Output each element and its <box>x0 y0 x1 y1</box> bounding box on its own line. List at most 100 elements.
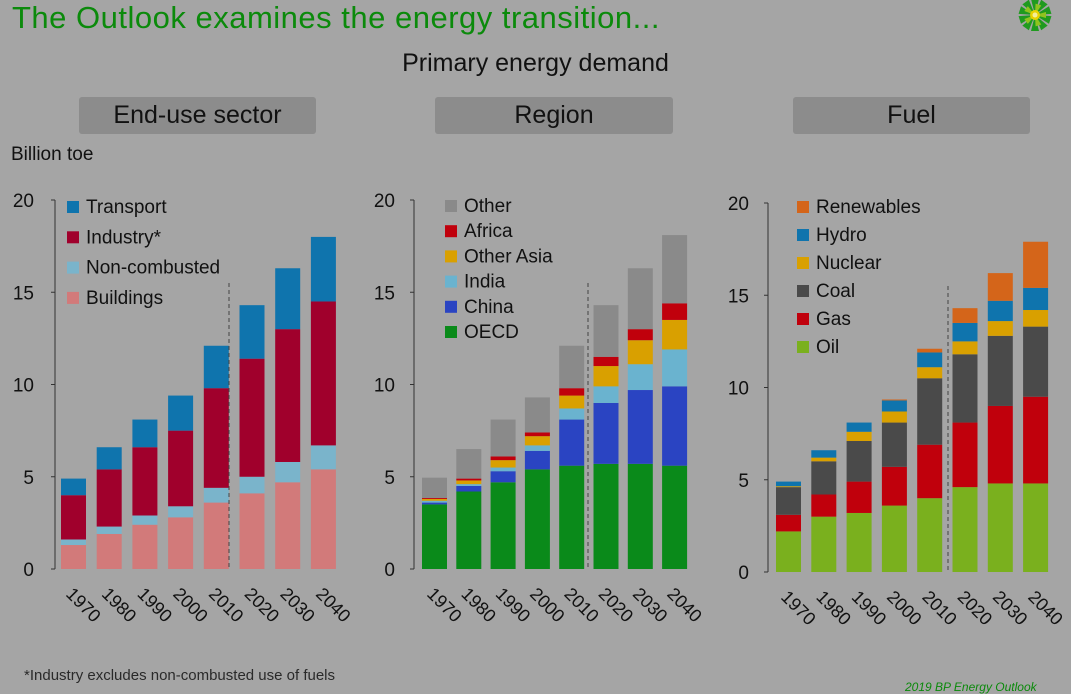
x-tick-label: 2000 <box>526 584 568 626</box>
bar-segment-other-asia-2000 <box>524 436 550 446</box>
y-tick-label: 10 <box>728 379 749 400</box>
x-tick-label: 1990 <box>492 584 534 626</box>
y-tick-label: 5 <box>23 468 34 489</box>
bar-segment-transport-2040 <box>310 236 336 302</box>
bar-segment-renewables-2040 <box>1023 241 1049 288</box>
bar-segment-other-2030 <box>627 268 653 330</box>
legend-swatch-africa <box>445 225 457 238</box>
bar-segment-hydro-1980 <box>811 450 837 458</box>
legend-label-industry: Industry* <box>86 227 162 248</box>
legend-swatch-nuclear <box>797 257 809 269</box>
legend-label-other-asia: Other Asia <box>464 246 553 267</box>
bar-segment-gas-2010 <box>917 444 943 499</box>
bar-segment-other-1990 <box>490 419 516 457</box>
legend-label-non-combusted: Non-combusted <box>86 258 220 279</box>
bar-segment-gas-2030 <box>987 405 1013 484</box>
y-tick-label: 0 <box>738 563 749 584</box>
bar-segment-oil-1990 <box>846 512 872 572</box>
bar-segment-buildings-2030 <box>275 482 301 569</box>
x-tick-label: 1970 <box>62 584 104 626</box>
y-tick-label: 10 <box>374 376 395 397</box>
legend-label-other: Other <box>464 196 512 217</box>
chart-group-subtitle: Primary energy demand <box>402 49 669 77</box>
y-tick-label: 15 <box>374 283 395 304</box>
bar-segment-gas-2040 <box>1023 396 1049 484</box>
legend-label-nuclear: Nuclear <box>816 253 882 274</box>
x-tick-label: 2030 <box>276 584 318 626</box>
bar-segment-transport-2000 <box>168 395 194 431</box>
bar-segment-africa-2000 <box>524 432 550 437</box>
chart-region: 0 5 10 15 20 19701980199020002010202020302040… <box>374 191 706 626</box>
legend-swatch-transport <box>67 201 79 213</box>
x-tick-label: 2040 <box>663 584 705 626</box>
bar-segment-china-1970 <box>422 502 447 505</box>
legend-label-gas: Gas <box>816 309 851 330</box>
bar-segment-africa-2020 <box>593 356 619 367</box>
bar-segment-industry-2030 <box>275 329 301 462</box>
bar-segment-coal-1980 <box>811 461 837 495</box>
legend-label-oil: Oil <box>816 337 839 358</box>
bar-segment-china-2010 <box>559 419 585 466</box>
bar-segment-oecd-1990 <box>490 482 516 569</box>
y-tick-label: 15 <box>728 286 749 307</box>
legend-swatch-hydro <box>797 229 809 241</box>
bar-segment-gas-1970 <box>776 514 801 532</box>
y-tick-label: 0 <box>23 560 34 581</box>
bar-segment-buildings-2040 <box>310 469 336 569</box>
legend-swatch-non-combusted <box>67 261 79 274</box>
bar-segment-nuclear-2020 <box>952 341 978 355</box>
y-tick-label: 10 <box>13 376 34 397</box>
bar-segment-buildings-1980 <box>96 533 122 569</box>
bar-segment-buildings-2010 <box>203 502 229 569</box>
bar-segment-coal-2010 <box>917 378 943 445</box>
bar-segment-other-2040 <box>662 235 688 304</box>
legend-swatch-china <box>445 300 457 313</box>
bar-segment-gas-1990 <box>846 481 872 513</box>
x-tick-label: 1980 <box>457 584 499 626</box>
bar-segment-industry-2010 <box>203 388 229 488</box>
bar-segment-africa-2040 <box>662 303 688 320</box>
bar-segment-industry-2040 <box>310 301 336 446</box>
bar-segment-india-1990 <box>490 467 516 472</box>
x-tick-label: 1980 <box>98 584 140 626</box>
panel-header-end-use-sector: End-use sector <box>79 97 316 134</box>
legend-swatch-other <box>445 200 457 212</box>
legend-label-hydro: Hydro <box>816 225 867 246</box>
bar-segment-transport-2020 <box>239 305 265 359</box>
bar-segment-india-2030 <box>627 364 653 391</box>
bar-segment-transport-1990 <box>132 419 158 448</box>
x-tick-label: 2030 <box>989 587 1031 629</box>
bar-segment-other-asia-2020 <box>593 366 619 387</box>
bar-segment-coal-1970 <box>776 487 801 515</box>
bar-segment-china-2020 <box>593 402 619 464</box>
x-tick-label: 2010 <box>560 584 602 626</box>
bar-segment-non-combusted-2030 <box>275 461 301 483</box>
bar-segment-india-2040 <box>662 349 688 387</box>
copyright-note: 2019 BP Energy Outlook <box>905 680 1037 694</box>
bar-segment-industry-2000 <box>168 430 194 507</box>
bar-segment-hydro-1990 <box>846 422 872 432</box>
bar-segment-coal-1990 <box>846 441 872 482</box>
bar-segment-other-1980 <box>456 449 482 479</box>
bar-segment-buildings-2020 <box>239 493 265 569</box>
bar-segment-industry-1980 <box>96 469 122 527</box>
x-tick-label: 2000 <box>883 587 925 629</box>
bar-segment-coal-2020 <box>952 354 978 423</box>
footnote: *Industry excludes non-combusted use of … <box>24 667 336 684</box>
bar-segment-transport-2030 <box>275 268 301 330</box>
legend-swatch-oil <box>797 341 809 353</box>
legend-label-oecd: OECD <box>464 322 519 343</box>
legend-swatch-gas <box>797 313 809 325</box>
bar-segment-coal-2030 <box>987 335 1013 406</box>
x-tick-label: 2040 <box>1024 587 1066 629</box>
bar-segment-non-combusted-2010 <box>203 487 229 503</box>
bar-segment-india-2010 <box>559 408 585 420</box>
bar-segment-coal-2000 <box>881 422 907 467</box>
y-tick-label: 20 <box>374 191 395 212</box>
legend-swatch-buildings <box>67 291 79 304</box>
bar-segment-other-2020 <box>593 305 619 357</box>
legend-label-buildings: Buildings <box>86 288 163 309</box>
bar-segment-non-combusted-1980 <box>96 526 122 534</box>
bar-segment-nuclear-1980 <box>811 457 837 462</box>
